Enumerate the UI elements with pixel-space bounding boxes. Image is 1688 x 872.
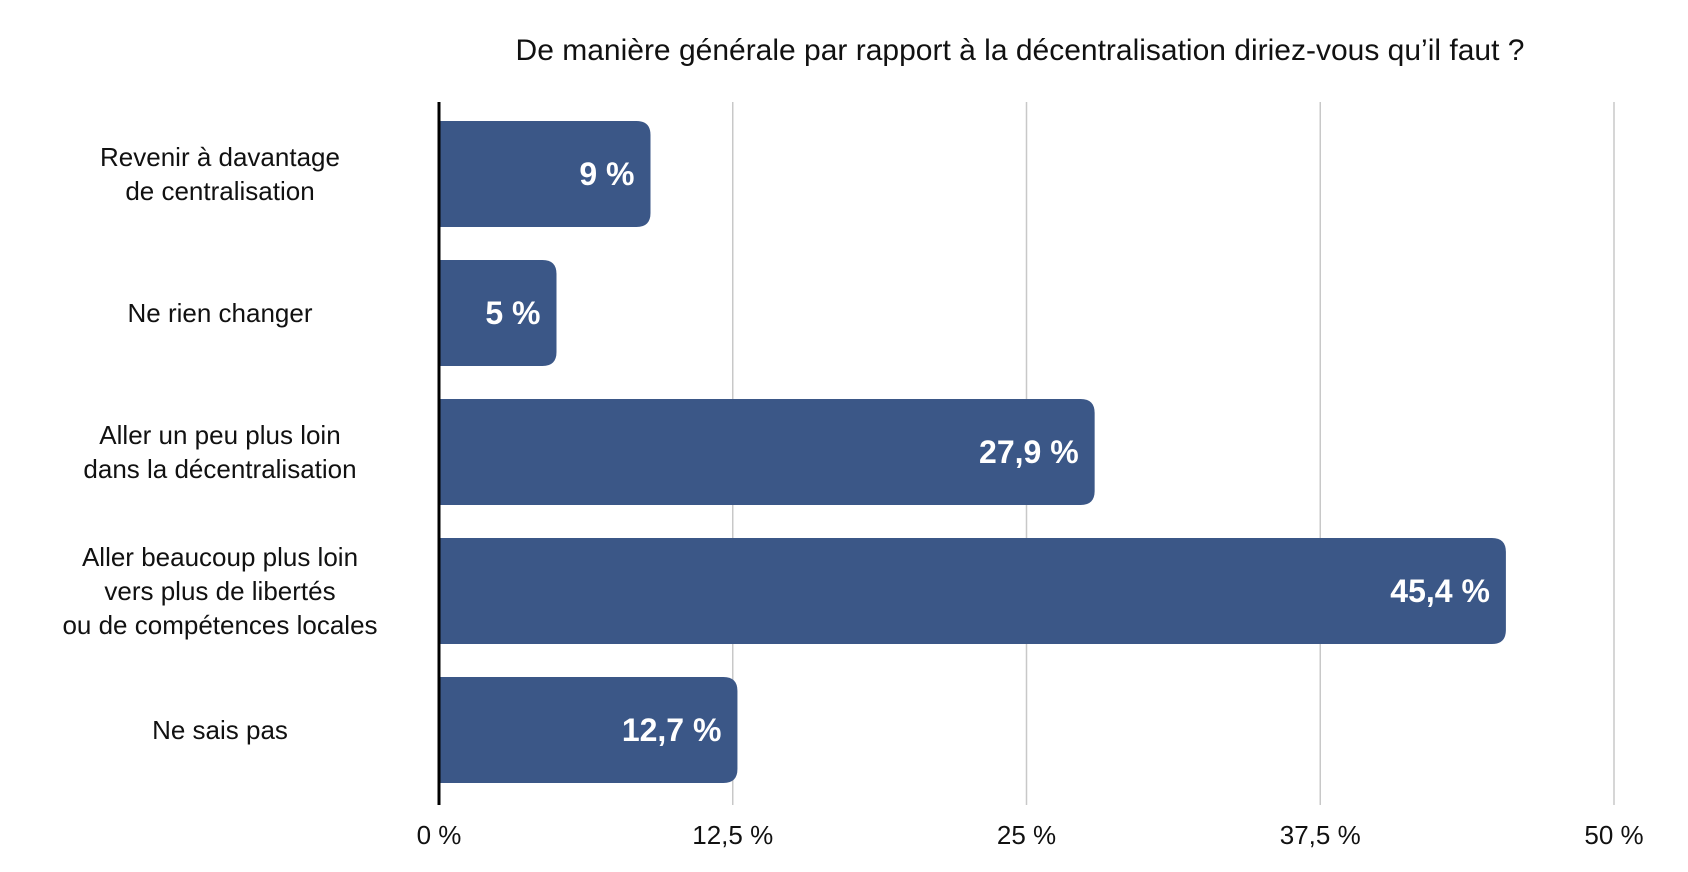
bar (439, 399, 1095, 505)
category-label-line: Aller un peu plus loin (99, 420, 340, 450)
category-label-line: dans la décentralisation (83, 454, 356, 484)
category-label-line: Ne sais pas (152, 715, 288, 745)
bar (439, 538, 1506, 644)
category-label: Aller un peu plus loin dans la décentrali… (83, 420, 356, 484)
category-label-line: de centralisation (125, 176, 314, 206)
category-label: Revenir à davantage de centralisation (100, 142, 340, 206)
category-label: Ne rien changer (128, 298, 313, 328)
bar (439, 121, 651, 227)
bar (439, 677, 738, 783)
chart-title: De manière générale par rapport à la déc… (516, 34, 1525, 67)
category-label-line: ou de compétences locales (62, 610, 377, 640)
x-tick-label: 25 % (997, 820, 1056, 850)
bar-value-label: 9 % (579, 156, 634, 192)
bar (439, 260, 557, 366)
category-label: Ne sais pas (152, 715, 288, 745)
category-label-line: Revenir à davantage (100, 142, 340, 172)
category-label-line: Ne rien changer (128, 298, 313, 328)
category-label: Aller beaucoup plus loin vers plus de lib… (62, 542, 377, 640)
bar-value-label: 45,4 % (1390, 573, 1490, 609)
category-label-line: vers plus de libertés (104, 576, 335, 606)
bar-value-label: 27,9 % (979, 434, 1079, 470)
x-tick-label: 0 % (417, 820, 462, 850)
x-tick-label: 12,5 % (692, 820, 773, 850)
x-tick-labels: 0 % 12,5 % 25 % 37,5 % 50 % (417, 820, 1644, 850)
x-tick-label: 37,5 % (1280, 820, 1361, 850)
x-tick-label: 50 % (1584, 820, 1643, 850)
bar-value-label: 12,7 % (622, 712, 722, 748)
bar-value-label: 5 % (485, 295, 540, 331)
category-label-line: Aller beaucoup plus loin (82, 542, 358, 572)
bars: 9 % 5 % 27,9 % 45,4 % 12,7 % (439, 121, 1506, 783)
category-labels: Revenir à davantage de centralisation Ne r… (62, 142, 377, 745)
